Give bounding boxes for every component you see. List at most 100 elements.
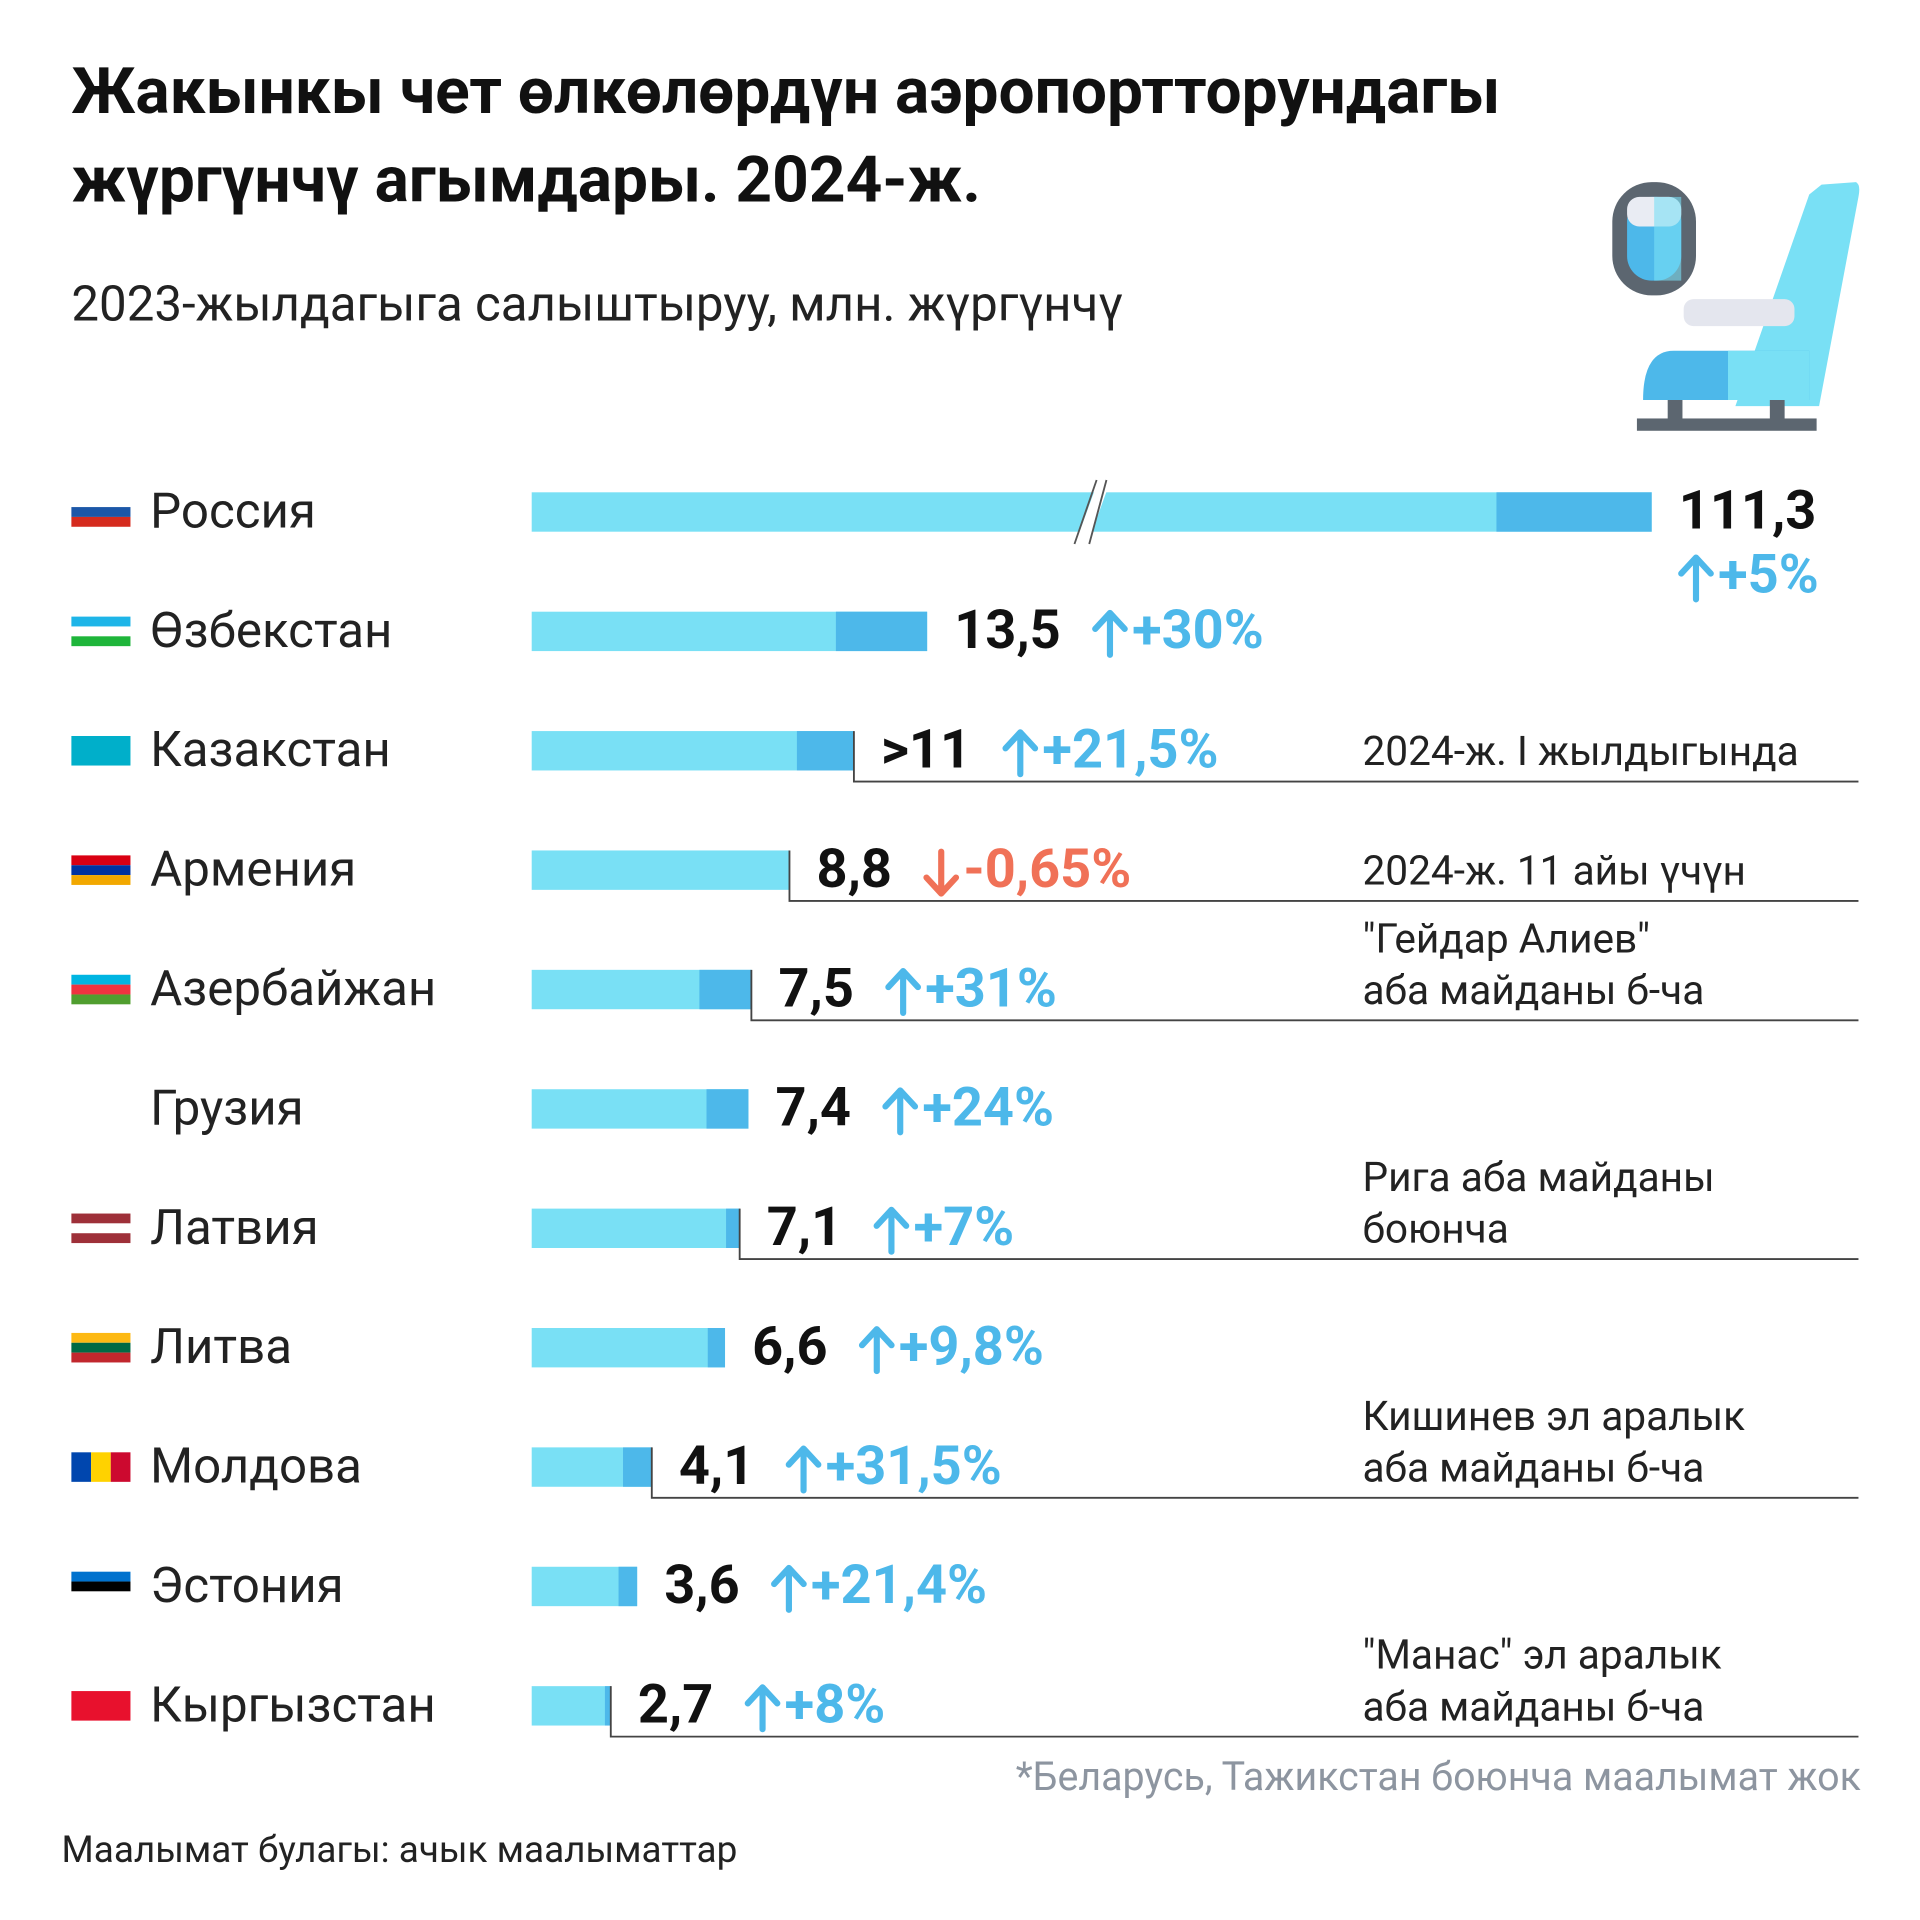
row: Россия 111,3+5% bbox=[71, 479, 1819, 607]
change-arrow bbox=[882, 1087, 919, 1136]
change-label: -0,65% bbox=[963, 838, 1131, 901]
flag bbox=[71, 1332, 131, 1343]
value-label: 13,5 bbox=[954, 599, 1061, 662]
bar-growth bbox=[623, 1447, 652, 1487]
bar-growth bbox=[835, 611, 928, 652]
value-label: 2,7 bbox=[638, 1674, 713, 1737]
flag bbox=[71, 516, 131, 527]
axis-break bbox=[1073, 479, 1098, 545]
note: "Гейдар Алиев" bbox=[1362, 914, 1650, 962]
flag bbox=[71, 865, 131, 876]
chart-title: Жакынкы чет өлкөлөрдүн аэропортторундагы bbox=[71, 54, 1500, 129]
change-label: +8% bbox=[785, 1674, 886, 1737]
flag bbox=[71, 1581, 131, 1592]
flag bbox=[71, 507, 131, 517]
flag bbox=[71, 1571, 131, 1582]
value-label: 111,3 bbox=[1679, 480, 1817, 543]
bar-growth bbox=[706, 1089, 749, 1129]
flag bbox=[91, 1452, 111, 1482]
change-arrow bbox=[785, 1445, 822, 1494]
bar-growth bbox=[699, 969, 752, 1010]
change-arrow bbox=[1678, 554, 1714, 603]
note-leader bbox=[738, 1208, 1859, 1260]
note: 2024-ж. I жылдыгында bbox=[1362, 727, 1798, 775]
change-label: +21,4% bbox=[811, 1554, 987, 1617]
change-label: +7% bbox=[914, 1196, 1015, 1259]
value-label: 6,6 bbox=[752, 1315, 827, 1378]
category-label: Азербайжан bbox=[150, 960, 436, 1018]
flag bbox=[71, 1094, 131, 1124]
change-label: +24% bbox=[922, 1077, 1054, 1140]
bar-growth bbox=[1496, 492, 1652, 532]
row: Армения 8,8 -0,65% 2024-ж. 11 айы үчүн bbox=[71, 838, 1859, 902]
category-label: Армения bbox=[150, 841, 356, 899]
note: боюнча bbox=[1362, 1205, 1508, 1253]
value-label: 8,8 bbox=[817, 838, 892, 901]
flag bbox=[71, 636, 131, 647]
footnote: *Беларусь, Тажикстан боюнча маалымат жок bbox=[1016, 1753, 1861, 1800]
value-label: 3,6 bbox=[664, 1554, 739, 1617]
chart-title: жүргүнчү агымдары. 2024-ж. bbox=[71, 143, 981, 218]
change-label: +31,5% bbox=[826, 1435, 1002, 1498]
change-arrow bbox=[858, 1326, 895, 1375]
flag bbox=[71, 616, 131, 627]
flag bbox=[71, 984, 131, 995]
category-label: Латвия bbox=[150, 1199, 318, 1257]
note: Рига аба майданы bbox=[1362, 1153, 1714, 1201]
value-label: >11 bbox=[881, 719, 971, 782]
category-label: Өзбекстан bbox=[150, 602, 392, 660]
category-label: Россия bbox=[150, 482, 316, 540]
bar bbox=[531, 1208, 740, 1248]
note-leader bbox=[788, 850, 1859, 902]
value-label: 4,1 bbox=[679, 1435, 754, 1498]
bar bbox=[531, 1686, 611, 1726]
note: аба майданы б-ча bbox=[1362, 1682, 1704, 1730]
flag bbox=[71, 626, 131, 637]
note-leader bbox=[852, 731, 1859, 783]
value-label: 7,5 bbox=[778, 957, 853, 1020]
note: 2024-ж. 11 айы үчүн bbox=[1362, 847, 1746, 895]
note: Кишинев эл аралык bbox=[1362, 1392, 1745, 1440]
seat-icon bbox=[1612, 182, 1860, 431]
flag bbox=[71, 1691, 131, 1721]
flag bbox=[71, 994, 131, 1005]
note-leader bbox=[750, 969, 1859, 1022]
change-arrow bbox=[1002, 729, 1039, 778]
bar bbox=[531, 850, 790, 890]
category-label: Казакстан bbox=[150, 721, 391, 779]
note-leader bbox=[650, 1447, 1859, 1499]
bar-growth bbox=[726, 1208, 740, 1248]
change-arrow bbox=[744, 1684, 781, 1733]
note: "Манас" эл аралык bbox=[1362, 1631, 1721, 1679]
bar-growth bbox=[618, 1566, 638, 1607]
change-label: +9,8% bbox=[899, 1315, 1044, 1378]
row: Казакстан >11 +21,5% 2024-ж. I жылдыгында bbox=[71, 719, 1859, 783]
flag bbox=[71, 875, 131, 885]
flag bbox=[71, 974, 131, 985]
row: Литва 6,6 +9,8% bbox=[71, 1315, 1044, 1378]
chart-subtitle: 2023-жылдагыга салыштыруу, млн. жүргүнчү bbox=[71, 276, 1123, 334]
flag bbox=[110, 1452, 131, 1482]
flag bbox=[71, 1223, 131, 1234]
category-label: Грузия bbox=[150, 1079, 304, 1137]
change-label: +31% bbox=[925, 957, 1057, 1020]
category-label: Кыргызстан bbox=[150, 1676, 436, 1734]
change-arrow bbox=[873, 1206, 910, 1255]
bar bbox=[531, 1328, 726, 1368]
flag bbox=[71, 1352, 131, 1363]
note-leader bbox=[609, 1686, 1859, 1738]
source: Маалымат булагы: ачык маалыматтар bbox=[62, 1829, 738, 1872]
change-arrow bbox=[885, 968, 921, 1017]
bar-growth bbox=[707, 1328, 726, 1368]
flag bbox=[71, 497, 131, 508]
flag bbox=[71, 1342, 131, 1353]
note: аба майданы б-ча bbox=[1362, 966, 1704, 1014]
row: Азербайжан 7,5 +31% "Гейдар Алиев"аба майда… bbox=[71, 914, 1859, 1022]
change-arrow bbox=[1092, 609, 1128, 658]
flag bbox=[71, 1452, 92, 1482]
